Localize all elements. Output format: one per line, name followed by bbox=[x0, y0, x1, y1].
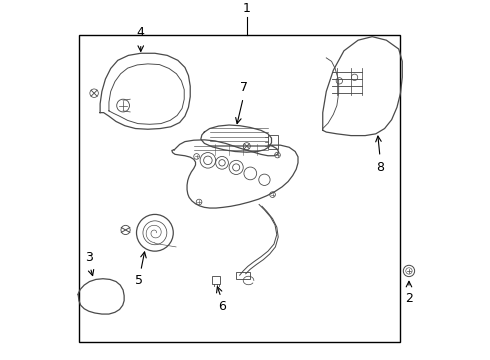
Text: 6: 6 bbox=[218, 300, 226, 313]
Text: 8: 8 bbox=[376, 161, 384, 174]
Text: 1: 1 bbox=[243, 2, 251, 15]
Text: 2: 2 bbox=[405, 292, 413, 305]
Text: 7: 7 bbox=[240, 81, 247, 94]
Bar bbox=[79, 35, 400, 342]
Bar bbox=[268, 135, 278, 149]
Text: 4: 4 bbox=[137, 27, 145, 40]
Text: 3: 3 bbox=[85, 251, 93, 264]
Text: 5: 5 bbox=[135, 274, 143, 288]
Bar bbox=[236, 273, 250, 279]
Bar bbox=[212, 276, 220, 284]
